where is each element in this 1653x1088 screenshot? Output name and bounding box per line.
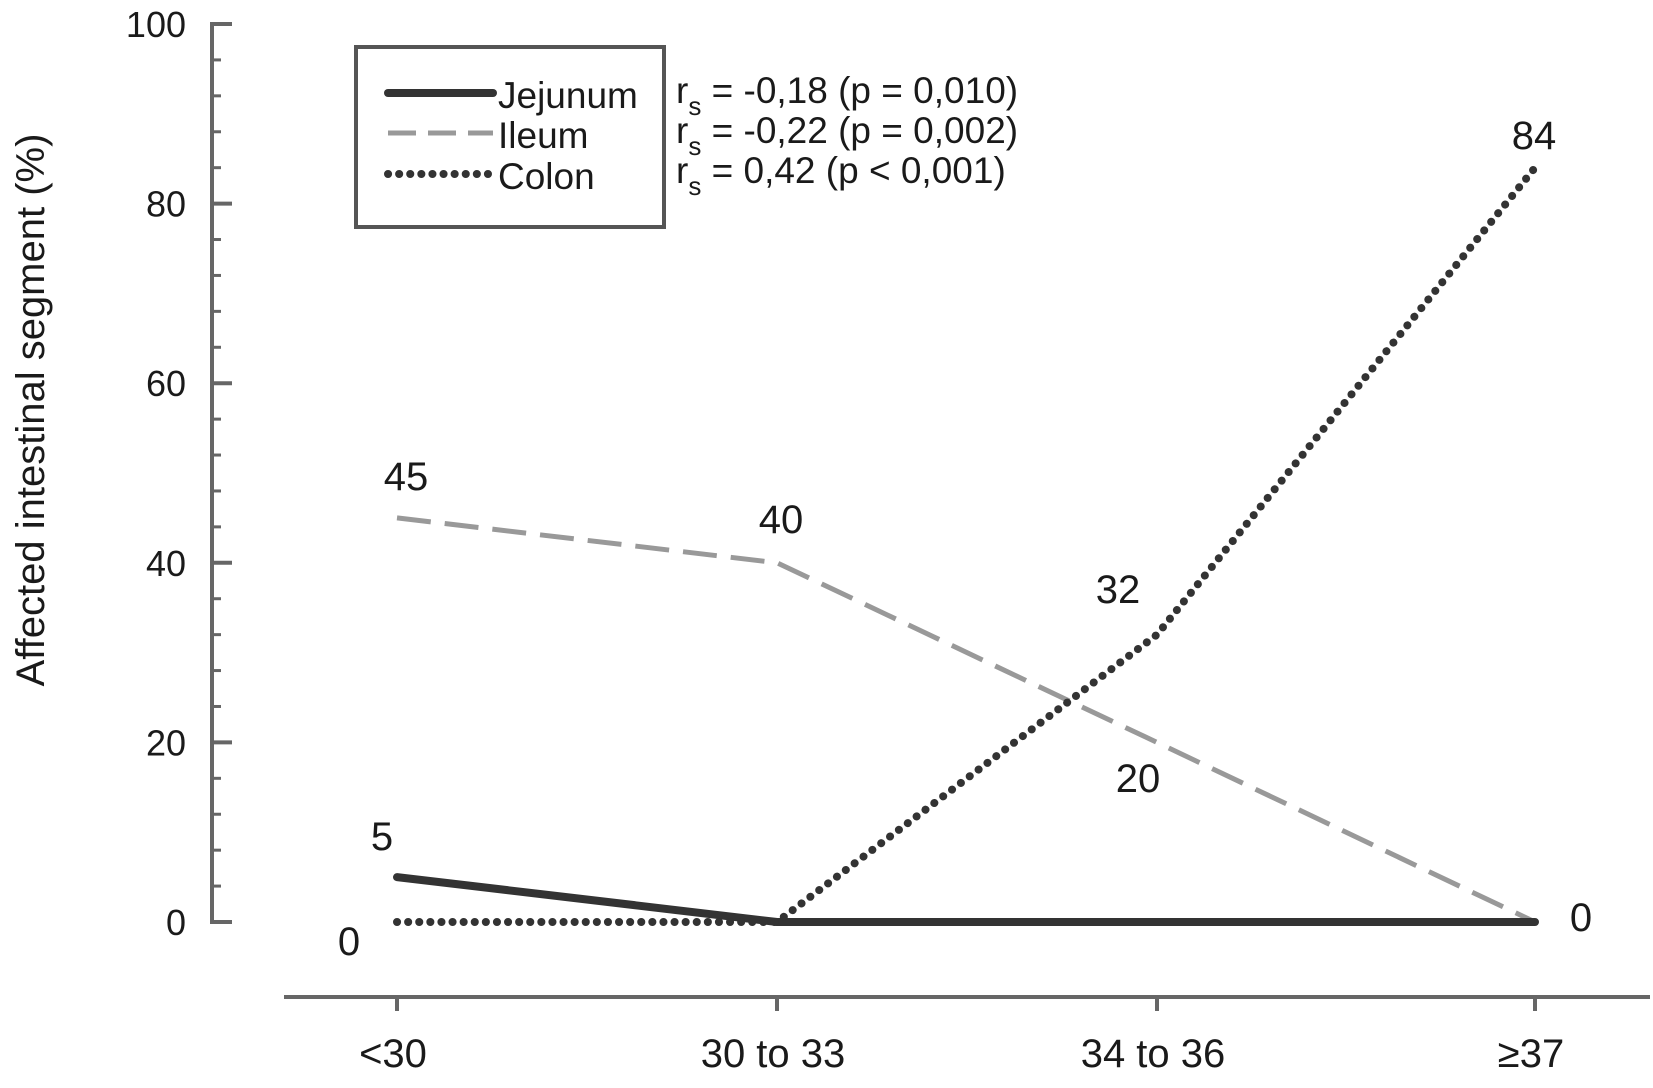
correlation-stats: rs = -0,18 (p = 0,010)rs = -0,22 (p = 0,… [676, 70, 1018, 201]
series-lines [393, 163, 1539, 926]
data-label: 40 [759, 498, 804, 542]
x-tick-label: <30 [359, 1032, 427, 1076]
data-label: 0 [338, 920, 360, 964]
data-label: 32 [1096, 568, 1141, 612]
data-label: 84 [1512, 114, 1557, 158]
x-tick-label: ≥37 [1498, 1032, 1564, 1076]
data-label: 20 [1116, 757, 1161, 801]
legend-box [354, 45, 666, 229]
stat-ileum: rs = -0,22 (p = 0,002) [676, 110, 1018, 161]
series-line-jejunum [393, 873, 1539, 926]
legend-label-colon: Colon [498, 156, 595, 197]
legend-label-ileum: Ileum [498, 115, 588, 156]
stat-colon: rs = 0,42 (p < 0,001) [676, 150, 1006, 201]
data-labels: 45 40 32 20 84 5 0 0 [338, 114, 1592, 964]
y-tick-label: 100 [126, 4, 186, 45]
y-tick-label: 40 [146, 543, 186, 584]
tick-labels: 0 20 40 60 80 100 <30 30 to 33 34 to 36 ≥37 [126, 4, 1564, 1076]
series-line-ileum [396, 515, 1537, 925]
y-axis-label: Affected intestinal segment (%) [9, 134, 53, 687]
y-tick-label: 0 [166, 902, 186, 943]
stat-jejunum: rs = -0,18 (p = 0,010) [676, 70, 1018, 121]
x-tick-label: 30 to 33 [701, 1032, 846, 1076]
series-line-colon [393, 163, 1539, 926]
x-tick-label: 34 to 36 [1081, 1032, 1226, 1076]
data-label: 5 [371, 815, 393, 859]
data-label: 0 [1570, 896, 1592, 940]
data-label: 45 [384, 455, 429, 499]
y-tick-label: 20 [146, 722, 186, 763]
legend-label-jejunum: Jejunum [498, 75, 638, 116]
y-tick-label: 80 [146, 184, 186, 225]
axes [210, 22, 1650, 1011]
y-tick-label: 60 [146, 363, 186, 404]
